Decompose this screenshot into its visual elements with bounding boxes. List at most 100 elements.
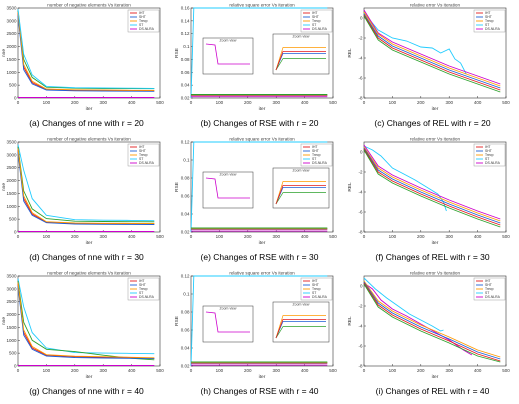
- y-axis-label: RSE: [174, 316, 180, 326]
- x-axis-label: iter: [259, 374, 266, 380]
- x-tick-label: 500: [502, 100, 510, 105]
- legend-label: DS-NLRA: [139, 27, 155, 31]
- caption-b: (b) Changes of RSE with r = 20: [200, 118, 319, 128]
- y-tick-label: -8: [358, 230, 362, 235]
- y-tick-label: 0: [14, 96, 17, 101]
- x-axis-label: iter: [86, 240, 93, 246]
- inset-frame: [272, 301, 330, 343]
- y-tick-label: 500: [9, 83, 17, 88]
- series-line: [363, 280, 501, 358]
- x-tick-label: 500: [156, 100, 164, 105]
- series-line: [17, 152, 155, 225]
- x-axis-label: iter: [86, 106, 93, 112]
- y-tick-label: 3500: [6, 274, 17, 279]
- y-axis-label: nne: [2, 49, 7, 57]
- legend-box: [300, 9, 333, 33]
- legend-label: ST: [139, 23, 143, 27]
- x-tick-label: 400: [474, 368, 482, 373]
- inset-title: Zoom view: [220, 307, 237, 311]
- legend-label: Trecp: [312, 287, 321, 291]
- legend-label: IHT: [312, 279, 317, 283]
- caption-f: (f) Changes of REL with r = 30: [375, 252, 490, 262]
- y-tick-label: -2: [358, 170, 362, 175]
- legend-label: ST: [139, 291, 143, 295]
- inset-series-line: [205, 43, 250, 65]
- series-line: [363, 282, 473, 356]
- legend-label: DS-NLRA: [312, 295, 328, 299]
- plot-frame: [363, 141, 507, 233]
- chart-g: number of negative elements Vs iteration…: [2, 271, 164, 381]
- x-tick-label: 500: [502, 234, 510, 239]
- series-line: [363, 149, 501, 228]
- x-tick-label: 500: [329, 368, 337, 373]
- inset-title: Zoom view: [293, 169, 310, 173]
- legend-label: IHT: [139, 279, 144, 283]
- plot-frame: [363, 7, 507, 99]
- x-tick-label: 100: [389, 100, 397, 105]
- subplot-e: relative square error Vs iteration 0 100 20…: [173, 134, 346, 268]
- inset-series-line: [275, 185, 326, 205]
- legend-label: ST: [312, 157, 316, 161]
- y-tick-label: 0.02: [181, 230, 190, 235]
- inset-series-line: [275, 58, 326, 71]
- legend-label: Trecp: [139, 153, 148, 157]
- y-tick-label: 0.08: [181, 57, 190, 62]
- y-tick-label: -4: [358, 190, 362, 195]
- y-tick-label: 0.1: [183, 44, 190, 49]
- series-line: [363, 146, 501, 222]
- legend-label: IHT: [139, 145, 144, 149]
- legend-box: [473, 143, 506, 167]
- legend-label: IHT: [485, 145, 490, 149]
- x-tick-label: 100: [43, 100, 51, 105]
- y-tick-label: 3500: [6, 140, 17, 145]
- x-tick-label: 200: [417, 368, 425, 373]
- x-tick-label: 0: [363, 234, 366, 239]
- y-axis-label: RSE: [174, 182, 180, 192]
- y-tick-label: 3000: [6, 286, 17, 291]
- y-tick-label: -2: [358, 304, 362, 309]
- inset-series-line: [275, 181, 326, 205]
- chart-title: relative square error Vs iteration: [229, 137, 295, 142]
- legend-label: ST: [485, 23, 489, 27]
- y-tick-label: 2500: [6, 299, 17, 304]
- y-tick-label: 1500: [6, 57, 17, 62]
- plot-frame: [17, 7, 161, 99]
- legend-label: IHT: [485, 11, 490, 15]
- caption-g: (g) Changes of nne with r = 40: [29, 386, 144, 396]
- legend-label: ST: [312, 291, 316, 295]
- subplot-g: number of negative elements Vs iteration…: [0, 268, 173, 402]
- y-tick-label: 2500: [6, 165, 17, 170]
- x-tick-label: 400: [301, 100, 309, 105]
- x-tick-label: 0: [363, 100, 366, 105]
- y-tick-label: 0: [360, 284, 363, 289]
- inset-series-line: [205, 311, 250, 333]
- x-axis-label: iter: [432, 374, 439, 380]
- caption-h: (h) Changes of RSE with r = 40: [200, 386, 319, 396]
- x-tick-label: 300: [445, 234, 453, 239]
- y-tick-label: 0.04: [181, 83, 190, 88]
- y-tick-label: -6: [358, 210, 362, 215]
- chart-title: number of negative elements Vs iteration: [47, 271, 131, 276]
- x-tick-label: 200: [71, 234, 79, 239]
- inset-title: Zoom view: [220, 173, 237, 177]
- x-tick-label: 100: [216, 234, 224, 239]
- x-tick-label: 500: [502, 368, 510, 373]
- legend-label: DS-NLRA: [312, 27, 328, 31]
- series-line: [363, 282, 501, 362]
- subplot-h: relative square error Vs iteration 0 100 20…: [173, 268, 346, 402]
- series-line: [363, 281, 501, 360]
- chart-h: relative square error Vs iteration 0 100 20…: [174, 271, 337, 381]
- x-tick-label: 200: [71, 368, 79, 373]
- subplot-f: relative error Vs iteration 0 100 200 300 400…: [346, 134, 519, 268]
- x-tick-label: 300: [99, 100, 107, 105]
- series-line: [17, 144, 155, 222]
- inset-series-line: [275, 319, 326, 339]
- legend-label: Trecp: [485, 287, 494, 291]
- inset-frame: [202, 171, 254, 209]
- x-tick-label: 300: [272, 234, 280, 239]
- legend-label: IHT: [312, 11, 317, 15]
- legend-label: DS-NLRA: [312, 161, 328, 165]
- y-tick-label: 0.1: [183, 292, 190, 297]
- x-tick-label: 100: [43, 368, 51, 373]
- y-tick-label: 0: [360, 150, 363, 155]
